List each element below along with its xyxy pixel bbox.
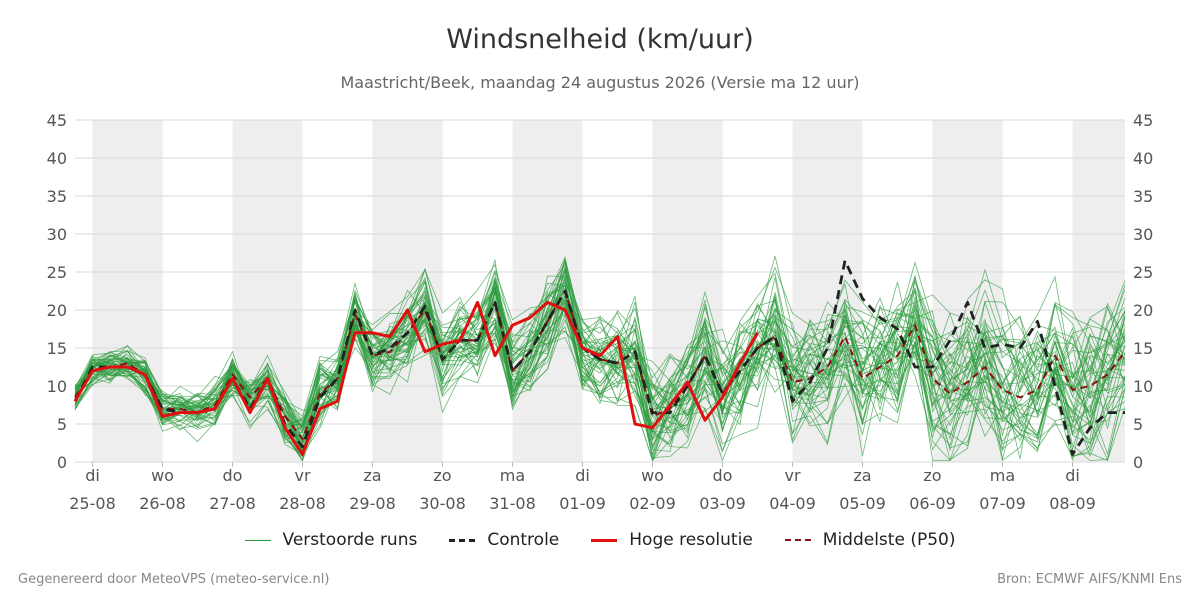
x-tick-label-date: 28-08: [279, 494, 326, 513]
x-tick-label-date: 25-08: [69, 494, 116, 513]
y-tick-label-right: 5: [1133, 415, 1143, 434]
x-tick-label-date: 27-08: [209, 494, 256, 513]
legend-item-ensemble[interactable]: Verstoorde runs: [244, 530, 418, 550]
y-tick-label-right: 30: [1133, 225, 1153, 244]
legend-swatch-median: [784, 539, 811, 541]
x-tick-label-date: 05-09: [839, 494, 886, 513]
x-tick-label-date: 04-09: [769, 494, 816, 513]
x-tick-label-day: wo: [641, 466, 664, 485]
ensemble-member-line: [74, 280, 1126, 442]
y-tick-label-right: 40: [1133, 149, 1153, 168]
day-band: [232, 120, 303, 462]
ensemble-member-line: [74, 279, 1126, 439]
legend-swatch-ensemble: [244, 539, 271, 541]
x-tick-label-date: 01-09: [559, 494, 606, 513]
x-tick-label-day: di: [575, 466, 590, 485]
control-series-line: [73, 259, 1125, 456]
chart-subtitle: Maastricht/Beek, maandag 24 augustus 202…: [340, 73, 860, 92]
legend-label-ensemble: Verstoorde runs: [282, 530, 418, 550]
legend-item-median[interactable]: Middelste (P50): [784, 530, 956, 550]
y-tick-label-left: 35: [47, 187, 67, 206]
x-tick-label-day: za: [853, 466, 871, 485]
y-tick-label-left: 15: [47, 339, 67, 358]
day-band: [92, 120, 163, 462]
legend-label-median: Middelste (P50): [822, 530, 956, 550]
y-tick-label-right: 45: [1133, 111, 1153, 130]
legend-swatch-hires: [591, 538, 618, 542]
x-tick-label-day: di: [85, 466, 100, 485]
x-tick-label-day: za: [363, 466, 381, 485]
x-tick-label-day: vr: [784, 466, 800, 485]
chart-legend: Verstoorde runs Controle Hoge resolutie …: [0, 530, 1200, 550]
chart-title: Windsnelheid (km/uur): [446, 24, 754, 55]
y-tick-label-left: 40: [47, 149, 67, 168]
legend-item-hires[interactable]: Hoge resolutie: [591, 530, 753, 550]
x-tick-label-day: zo: [433, 466, 451, 485]
y-tick-label-right: 25: [1133, 263, 1153, 282]
x-tick-label-date: 26-08: [139, 494, 186, 513]
ensemble-member-line: [74, 268, 1126, 462]
day-band: [792, 120, 863, 462]
y-tick-label-right: 0: [1133, 453, 1143, 472]
x-tick-label-date: 07-09: [979, 494, 1026, 513]
x-tick-label-date: 30-08: [419, 494, 466, 513]
footer-source: Bron: ECMWF AIFS/KNMI Ens: [997, 572, 1182, 587]
x-tick-label-date: 29-08: [349, 494, 396, 513]
x-tick-label-day: wo: [151, 466, 174, 485]
ensemble-member-line: [74, 266, 1126, 440]
y-tick-label-right: 20: [1133, 301, 1153, 320]
ensemble-member-line: [74, 278, 1126, 461]
y-tick-label-left: 5: [57, 415, 67, 434]
x-tick-label-day: vr: [294, 466, 310, 485]
y-tick-label-right: 15: [1133, 339, 1153, 358]
y-tick-label-left: 45: [47, 111, 67, 130]
x-tick-label-date: 08-09: [1049, 494, 1096, 513]
y-tick-label-left: 0: [57, 453, 67, 472]
footer-generator: Gegenereerd door MeteoVPS (meteo-service…: [18, 572, 330, 587]
ensemble-member-line: [74, 259, 1126, 462]
x-tick-label-day: do: [223, 466, 243, 485]
x-tick-label-day: zo: [923, 466, 941, 485]
x-tick-label-date: 31-08: [489, 494, 536, 513]
day-band: [932, 120, 1003, 462]
x-tick-label-day: di: [1065, 466, 1080, 485]
legend-item-control[interactable]: Controle: [449, 530, 559, 550]
y-tick-label-right: 35: [1133, 187, 1153, 206]
y-tick-label-left: 25: [47, 263, 67, 282]
hires-series-line: [73, 300, 759, 456]
x-tick-label-day: ma: [990, 466, 1015, 485]
ensemble-member-line: [74, 269, 1126, 457]
x-tick-label-date: 06-09: [909, 494, 956, 513]
x-tick-label-date: 03-09: [699, 494, 746, 513]
ensemble-member-line: [74, 294, 1126, 447]
ensemble-member-line: [74, 263, 1126, 445]
x-tick-label-date: 02-09: [629, 494, 676, 513]
y-tick-label-right: 10: [1133, 377, 1153, 396]
legend-label-hires: Hoge resolutie: [629, 530, 753, 550]
y-tick-label-left: 10: [47, 377, 67, 396]
median-series-line: [74, 290, 1126, 441]
ensemble-member-line: [74, 276, 1126, 454]
y-tick-label-left: 30: [47, 225, 67, 244]
y-tick-label-left: 20: [47, 301, 67, 320]
legend-label-control: Controle: [487, 530, 560, 550]
x-tick-label-day: ma: [500, 466, 525, 485]
legend-swatch-control: [449, 538, 476, 542]
x-tick-label-day: do: [713, 466, 733, 485]
ensemble-member-line: [74, 267, 1126, 429]
